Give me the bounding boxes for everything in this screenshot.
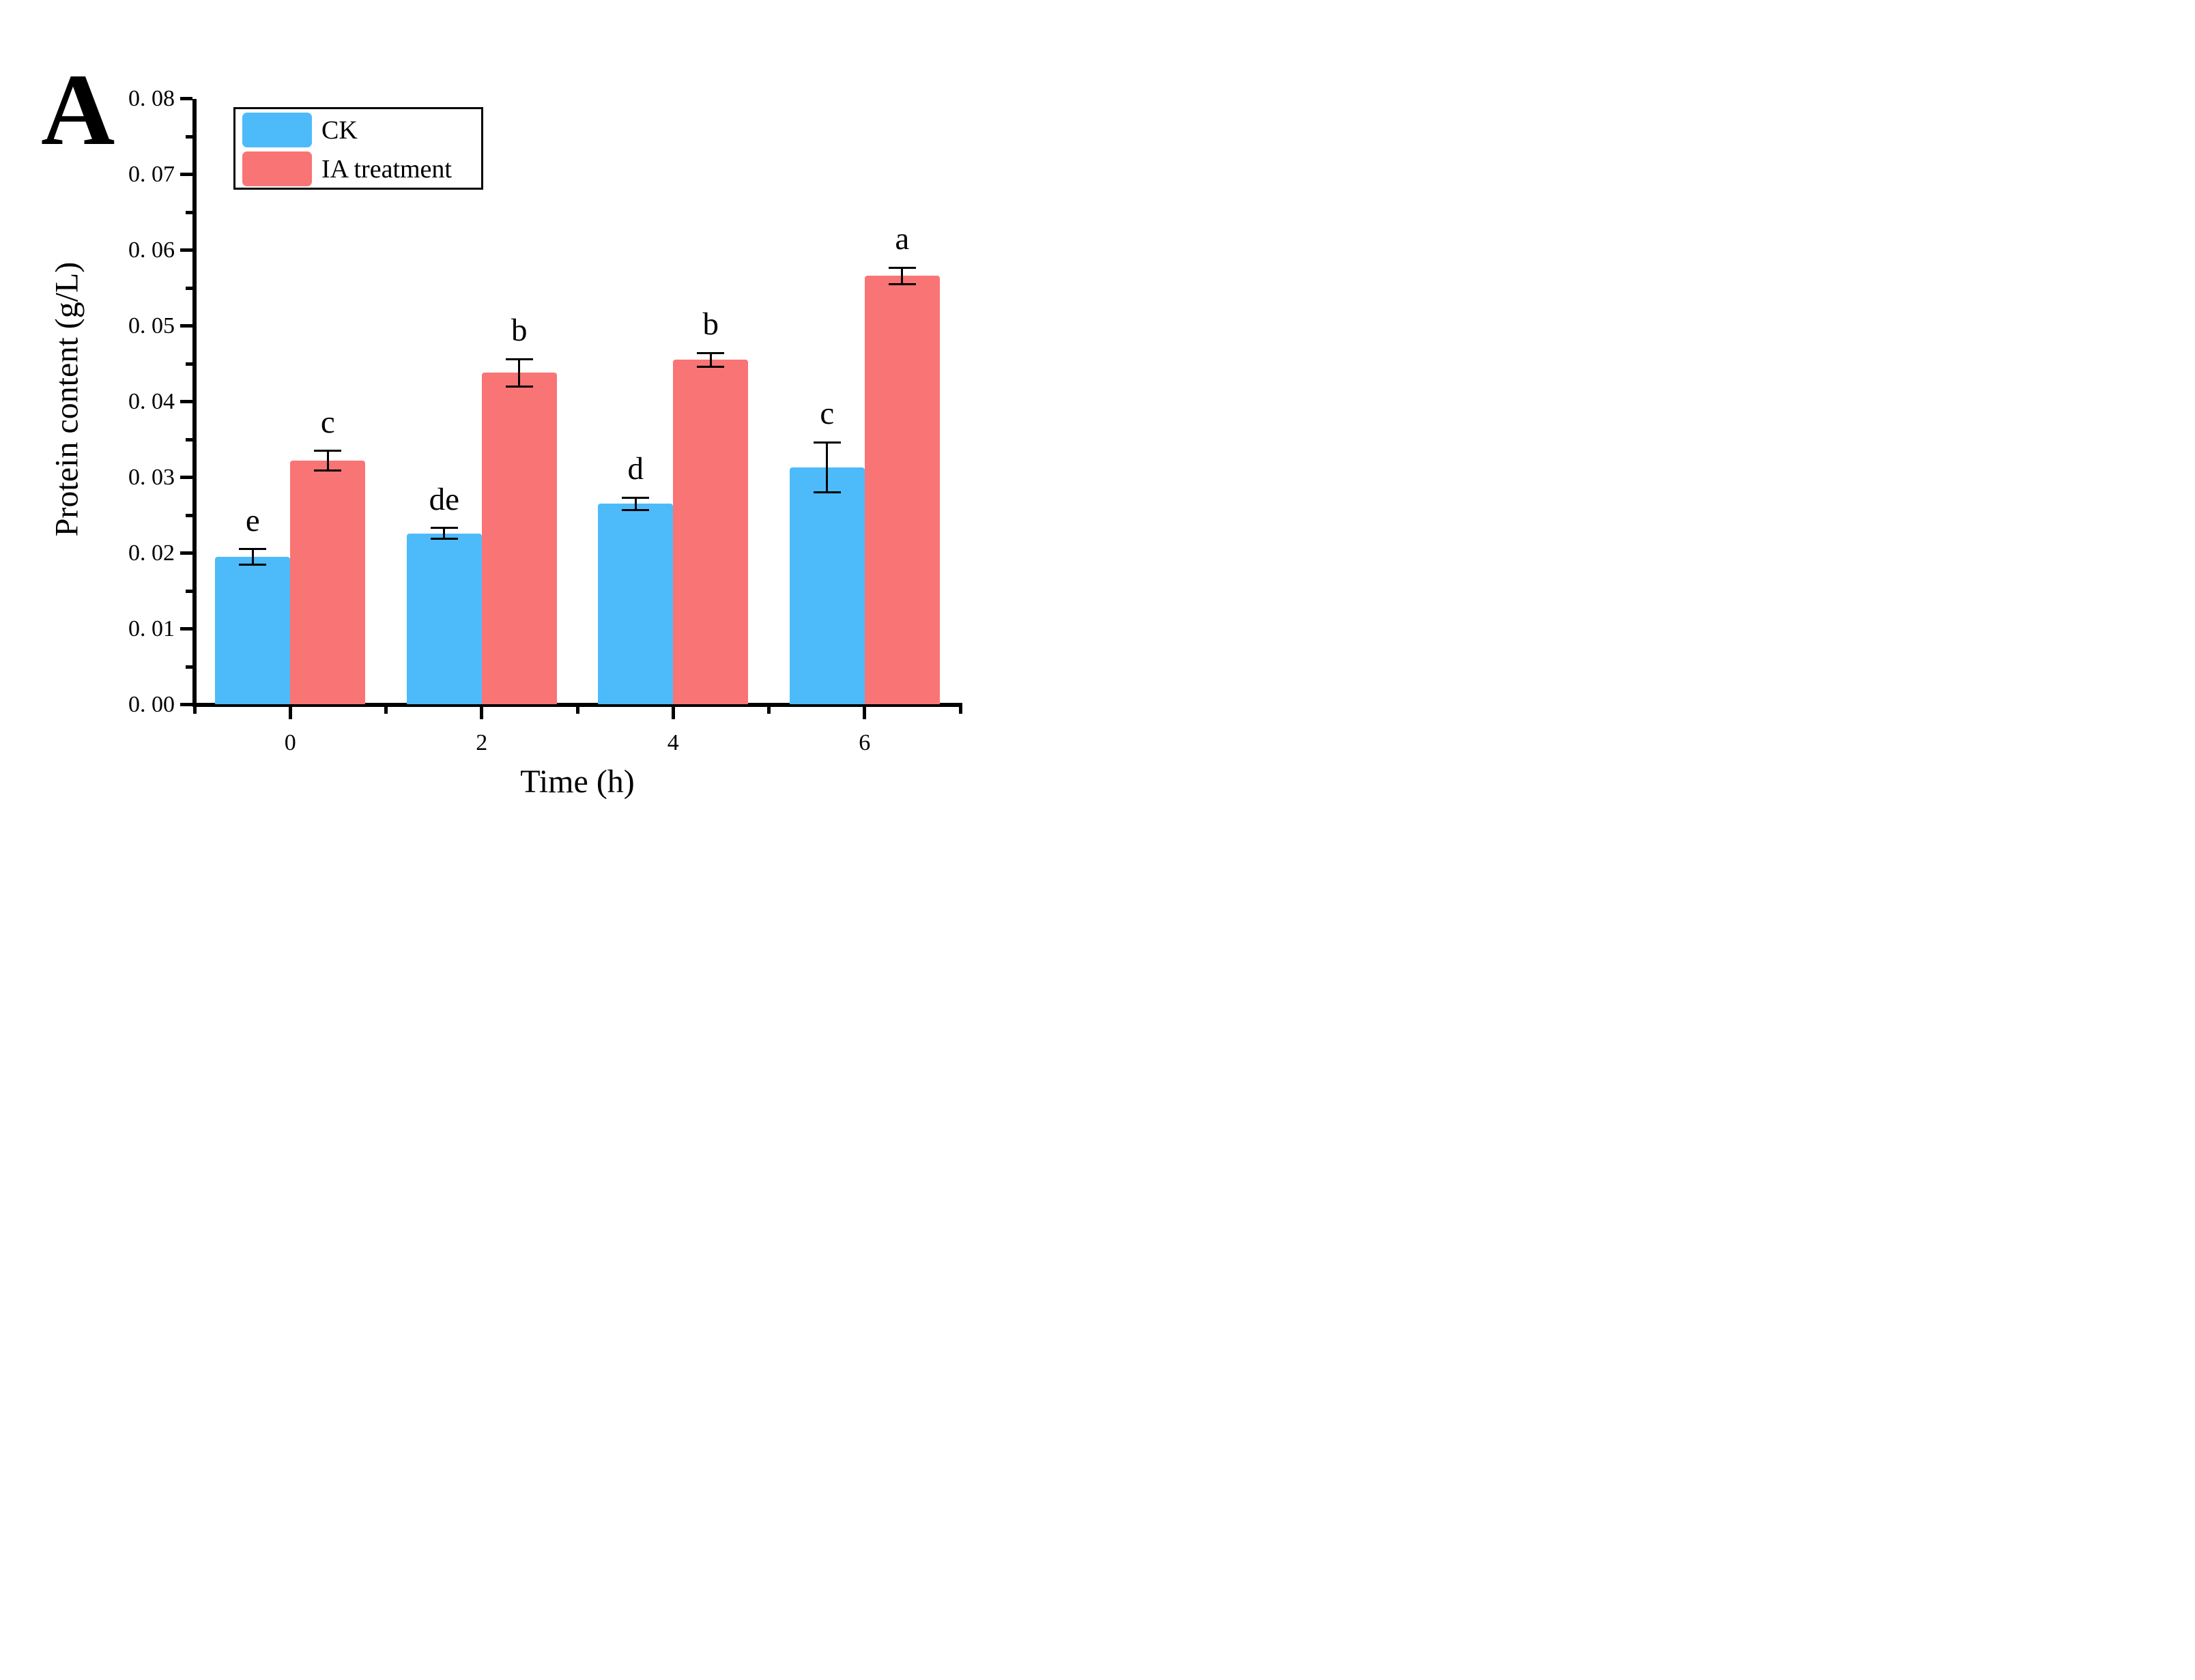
x-tick-label: 6 (859, 729, 871, 755)
y-tick-label: 0. 07 (128, 161, 175, 187)
error-bar-cap-top (239, 548, 267, 551)
y-minor-tick (186, 286, 192, 290)
error-bar-cap-bottom (622, 508, 650, 511)
y-tick-label: 0. 02 (128, 540, 175, 566)
y-tick-label: 0. 03 (128, 464, 175, 490)
sig-letter: b (511, 313, 528, 349)
x-axis-title: Time (h) (520, 764, 635, 800)
y-major-tick (180, 248, 192, 252)
ia-bar-6h (864, 276, 940, 705)
y-axis-line (192, 98, 197, 705)
y-minor-tick (186, 665, 192, 669)
x-minor-tick (575, 706, 579, 714)
ia-bar-0h (290, 461, 366, 705)
sig-letter: b (702, 306, 719, 343)
y-minor-tick (186, 589, 192, 593)
x-minor-tick (384, 706, 388, 714)
x-major-tick (288, 706, 292, 719)
error-bar-cap-bottom (430, 537, 458, 540)
y-tick-label: 0. 05 (128, 313, 175, 338)
error-bar-cap-top (622, 496, 650, 499)
y-major-tick (180, 551, 192, 555)
error-bar-cap-bottom (697, 365, 725, 368)
x-major-tick (671, 706, 675, 719)
error-bar-cap-bottom (813, 491, 841, 494)
legend-label-ia: IA treatment (321, 155, 452, 184)
y-minor-tick (186, 362, 192, 366)
x-minor-tick (958, 706, 962, 714)
y-major-tick (180, 324, 192, 328)
error-bar-line (518, 359, 521, 387)
sig-letter: e (245, 502, 260, 538)
y-major-tick (180, 476, 192, 479)
error-bar-cap-bottom (505, 385, 533, 388)
y-major-tick (180, 400, 192, 403)
error-bar-cap-top (813, 441, 841, 444)
sig-letter: c (820, 396, 835, 432)
ia-bar-2h (481, 373, 557, 705)
y-major-tick (180, 173, 192, 176)
error-bar-line (326, 450, 329, 471)
error-bar-cap-top (697, 351, 725, 354)
ck-bar-6h (789, 467, 865, 705)
error-bar-cap-bottom (314, 469, 342, 472)
error-bar-cap-top (505, 358, 533, 360)
ck-bar-2h (406, 533, 482, 705)
x-tick-label: 0 (284, 729, 296, 755)
y-major-tick (180, 703, 192, 706)
error-bar-line (634, 497, 637, 510)
x-tick-label: 4 (667, 729, 679, 755)
x-major-tick (863, 706, 867, 719)
legend-label-ck: CK (321, 116, 358, 145)
chart-legend: CK IA treatment (233, 107, 483, 190)
panel-letter-label: A (41, 53, 115, 166)
sig-letter: c (320, 404, 335, 440)
error-bar-cap-bottom (888, 283, 916, 285)
error-bar-line (709, 353, 712, 367)
y-tick-label: 0. 01 (128, 615, 175, 641)
sig-letter: a (895, 221, 910, 257)
y-minor-tick (186, 513, 192, 517)
error-bar-cap-top (314, 450, 342, 452)
y-major-tick (180, 97, 192, 100)
x-axis-line (192, 702, 962, 707)
y-minor-tick (186, 437, 192, 441)
x-minor-tick (767, 706, 771, 714)
y-axis-title: Protein content (g/L) (48, 261, 85, 537)
ck-bar-0h (215, 557, 291, 705)
error-bar-line (826, 442, 829, 493)
error-bar-line (443, 527, 446, 539)
error-bar-line (251, 549, 254, 565)
y-tick-label: 0. 08 (128, 85, 175, 111)
legend-swatch-ck (242, 113, 312, 147)
y-minor-tick (186, 134, 192, 139)
x-minor-tick (192, 706, 197, 714)
legend-swatch-ia (242, 151, 312, 186)
ck-bar-4h (598, 504, 674, 705)
y-minor-tick (186, 210, 192, 214)
y-tick-label: 0. 06 (128, 237, 175, 263)
x-tick-label: 2 (476, 729, 488, 755)
y-tick-label: 0. 00 (128, 691, 175, 717)
y-tick-label: 0. 04 (128, 388, 175, 414)
x-major-tick (480, 706, 484, 719)
error-bar-cap-bottom (239, 563, 267, 566)
error-bar-line (901, 267, 904, 285)
y-major-tick (180, 627, 192, 631)
error-bar-cap-top (888, 266, 916, 269)
sig-letter: de (429, 481, 459, 517)
figure-panel: A Protein content (g/L) Time (h) CK IA t… (0, 0, 1098, 840)
ia-bar-4h (673, 360, 749, 705)
error-bar-cap-top (430, 527, 458, 530)
sig-letter: d (627, 451, 644, 487)
